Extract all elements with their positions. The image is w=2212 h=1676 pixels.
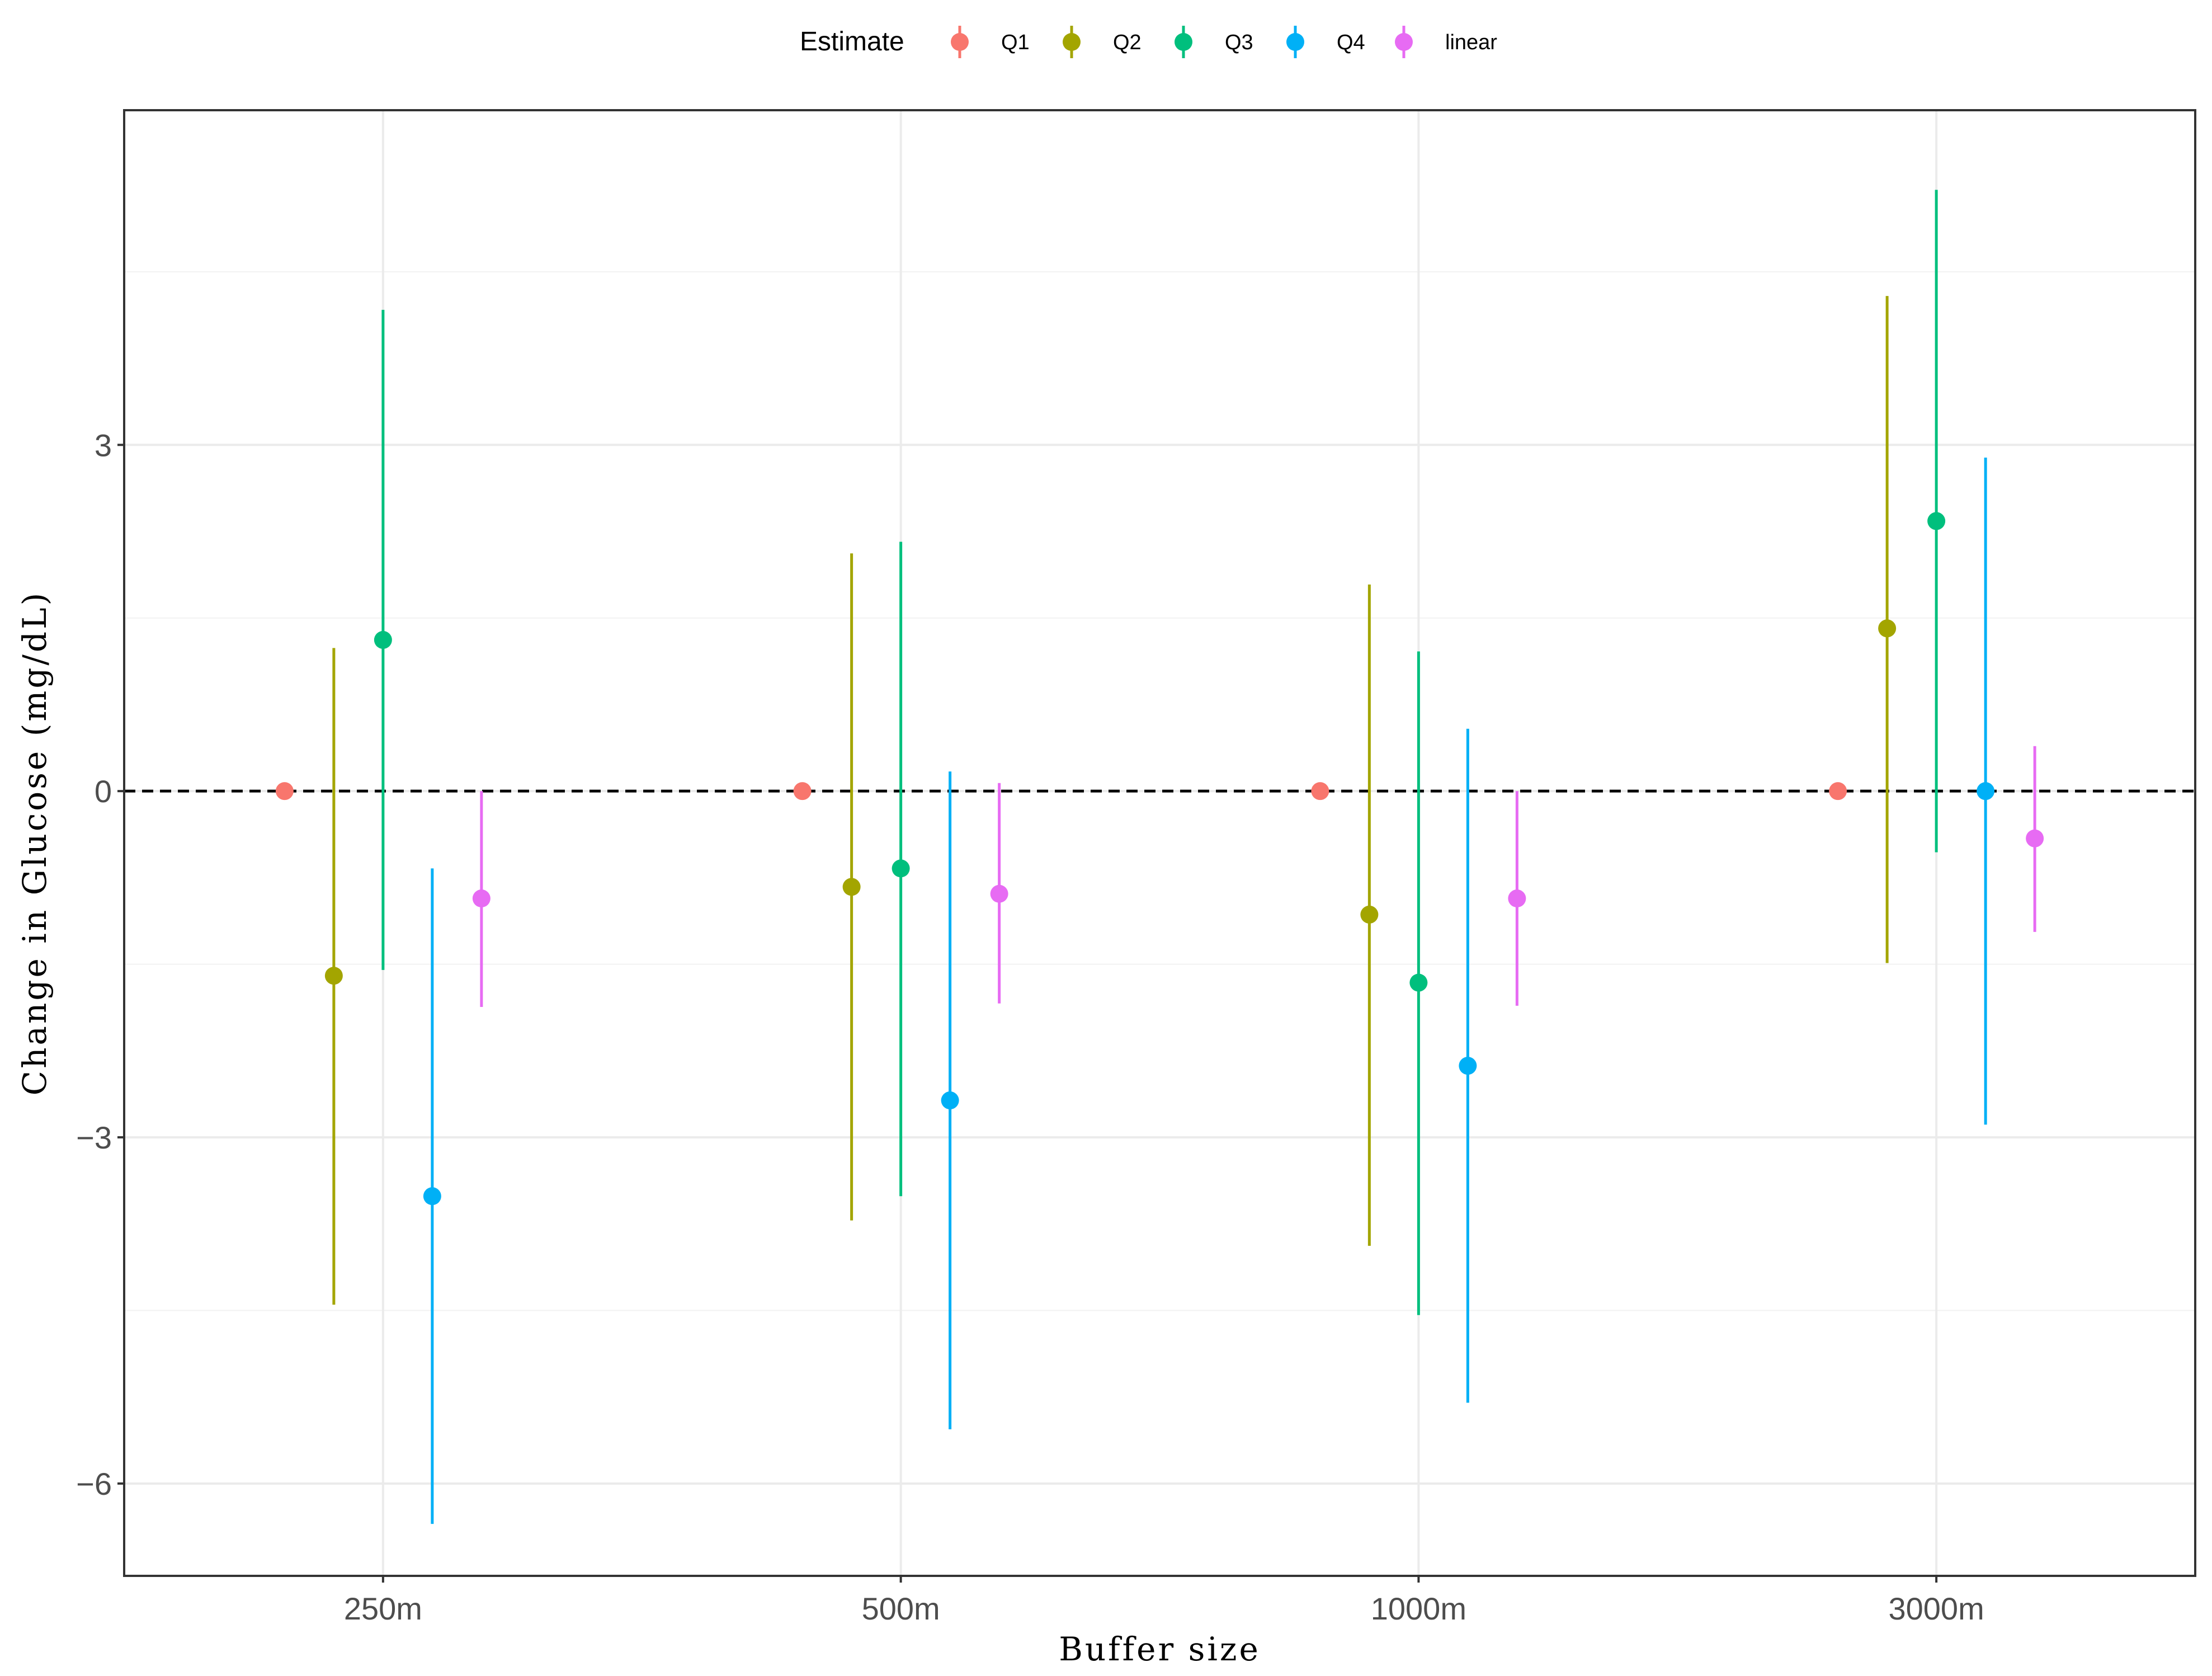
legend-label: Q3 [1225, 31, 1253, 54]
series-q2 [324, 296, 1897, 1305]
x-axis-title: Buffer size [1059, 1630, 1261, 1668]
legend-item-q4: Q4 [1286, 26, 1365, 58]
series-q1 [275, 782, 1847, 801]
data-point [892, 859, 910, 878]
data-point [472, 889, 490, 908]
y-tick-label: 0 [95, 774, 112, 809]
data-point [374, 630, 392, 649]
data-point [793, 782, 812, 801]
data-point [1360, 905, 1379, 924]
y-axis-ticks: −6 −3 0 3 [76, 427, 124, 1501]
series-linear [472, 746, 2044, 1007]
legend-label: Q4 [1337, 31, 1365, 54]
legend-key-point [1395, 33, 1413, 51]
y-tick-label: −3 [76, 1120, 112, 1155]
data-point [1878, 619, 1897, 638]
data-point [990, 884, 1008, 903]
data-point [1311, 782, 1329, 801]
legend-item-linear: linear [1395, 26, 1497, 58]
data-point [1508, 889, 1526, 908]
legend-label: Q2 [1113, 31, 1142, 54]
legend-key-point [1175, 33, 1192, 51]
legend-key-point [1286, 33, 1304, 51]
data-point [1459, 1057, 1477, 1075]
data-point [1409, 973, 1428, 992]
data-point [941, 1091, 959, 1110]
series-q3 [374, 190, 1946, 1315]
y-axis-title: Change in Glucose (mg/dL) [16, 591, 54, 1096]
legend-item-q2: Q2 [1063, 26, 1142, 58]
data-point [324, 967, 343, 985]
y-tick-label: 3 [95, 427, 112, 463]
x-tick-label: 250m [344, 1591, 422, 1626]
x-tick-label: 1000m [1371, 1591, 1466, 1626]
plot-panel-border [123, 109, 2196, 1577]
legend-label: linear [1445, 31, 1497, 54]
data-point [1829, 782, 1847, 801]
legend: Estimate Q1 Q2 Q3 Q4 linear [800, 26, 1497, 58]
data-point [423, 1187, 441, 1206]
legend-title: Estimate [800, 27, 904, 57]
x-tick-label: 3000m [1889, 1591, 1984, 1626]
data-point [842, 878, 861, 896]
legend-item-q3: Q3 [1175, 26, 1253, 58]
legend-key-point [951, 33, 969, 51]
legend-key-point [1063, 33, 1081, 51]
series-q4 [423, 457, 1995, 1524]
data-point [1927, 512, 1946, 530]
legend-label: Q1 [1001, 31, 1030, 54]
x-tick-label: 500m [862, 1591, 940, 1626]
legend-item-q1: Q1 [951, 26, 1030, 58]
data-marks [275, 190, 2044, 1524]
data-point [1977, 782, 1995, 801]
y-tick-label: −6 [76, 1466, 112, 1501]
x-axis-ticks: 250m 500m 1000m 3000m [344, 1576, 1984, 1626]
data-point [2026, 829, 2044, 848]
data-point [275, 782, 294, 801]
